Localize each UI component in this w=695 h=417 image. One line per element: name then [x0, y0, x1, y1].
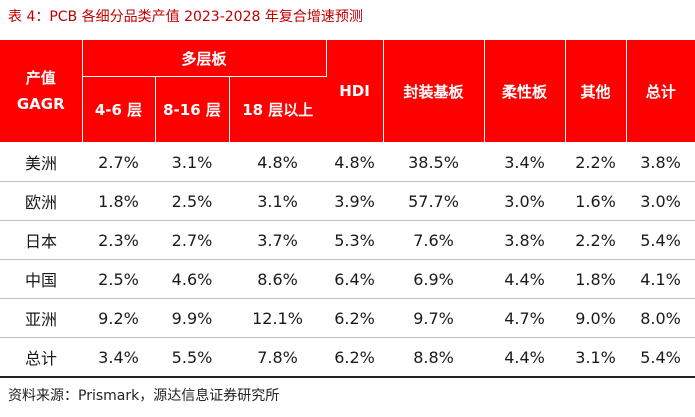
- table-cell: 3.1%: [155, 142, 229, 182]
- table-cell: 3.4%: [484, 142, 566, 182]
- table-cell: 8.6%: [229, 259, 327, 299]
- table-row: 亚洲 9.2% 9.9% 12.1% 6.2% 9.7% 4.7% 9.0% 8.0%: [0, 298, 695, 338]
- table-cell: 2.2%: [565, 220, 627, 260]
- table-cell: 38.5%: [383, 142, 485, 182]
- table-cell: 5.4%: [626, 337, 695, 378]
- row-label: 日本: [0, 220, 82, 260]
- table-cell: 12.1%: [229, 298, 327, 338]
- table-cell: 4.6%: [155, 259, 229, 299]
- table-cell: 9.7%: [383, 298, 485, 338]
- table-row: 总计 3.4% 5.5% 7.8% 6.2% 8.8% 4.4% 3.1% 5.4%: [0, 337, 695, 378]
- corner-header: 产值 GAGR: [0, 40, 83, 143]
- table-cell: 3.8%: [626, 142, 695, 182]
- table-cell: 3.0%: [484, 181, 566, 221]
- row-label: 亚洲: [0, 298, 82, 338]
- table-cell: 7.8%: [229, 337, 327, 378]
- table-cell: 2.7%: [155, 220, 229, 260]
- table-cell: 6.2%: [326, 337, 384, 378]
- table-cell: 1.8%: [82, 181, 155, 221]
- table-cell: 1.6%: [565, 181, 627, 221]
- table-cell: 6.4%: [326, 259, 384, 299]
- table-title: 表 4：PCB 各细分品类产值 2023-2028 年复合增速预测: [8, 9, 363, 25]
- table-cell: 4.4%: [484, 259, 566, 299]
- table-cell: 2.5%: [82, 259, 155, 299]
- table-cell: 3.8%: [484, 220, 566, 260]
- table-cell: 8.8%: [383, 337, 485, 378]
- source-note: 资料来源：Prismark，源达信息证券研究所: [8, 388, 280, 404]
- row-label: 中国: [0, 259, 82, 299]
- col-header-hdi: HDI: [326, 40, 384, 143]
- table-cell: 9.9%: [155, 298, 229, 338]
- table-cell: 6.9%: [383, 259, 485, 299]
- table-cell: 4.4%: [484, 337, 566, 378]
- sub-header-4-6: 4-6 层: [82, 76, 156, 143]
- sub-header-8-16: 8-16 层: [155, 76, 230, 143]
- col-header-total: 总计: [626, 40, 695, 143]
- table-cell: 5.5%: [155, 337, 229, 378]
- table-cell: 5.3%: [326, 220, 384, 260]
- table-cell: 3.7%: [229, 220, 327, 260]
- table-cell: 8.0%: [626, 298, 695, 338]
- multilayer-group-header: 多层板: [82, 40, 327, 77]
- table-cell: 3.0%: [626, 181, 695, 221]
- table-cell: 9.0%: [565, 298, 627, 338]
- col-header-flex: 柔性板: [484, 40, 566, 143]
- table-row: 美洲 2.7% 3.1% 4.8% 4.8% 38.5% 3.4% 2.2% 3.8%: [0, 142, 695, 182]
- table-cell: 6.2%: [326, 298, 384, 338]
- table-cell: 4.1%: [626, 259, 695, 299]
- cagr-table: 产值 GAGR 多层板 HDI 封装基板 柔性板 其他 总计 4-6 层 8-1…: [0, 40, 695, 378]
- table-row: 欧洲 1.8% 2.5% 3.1% 3.9% 57.7% 3.0% 1.6% 3.0%: [0, 181, 695, 221]
- table-cell: 5.4%: [626, 220, 695, 260]
- table-cell: 2.2%: [565, 142, 627, 182]
- table-cell: 4.8%: [229, 142, 327, 182]
- table-cell: 2.5%: [155, 181, 229, 221]
- table-cell: 2.7%: [82, 142, 155, 182]
- table-cell: 3.1%: [229, 181, 327, 221]
- table-cell: 2.3%: [82, 220, 155, 260]
- row-label: 总计: [0, 337, 82, 378]
- col-header-other: 其他: [565, 40, 627, 143]
- table-cell: 3.9%: [326, 181, 384, 221]
- table-cell: 1.8%: [565, 259, 627, 299]
- table-row: 中国 2.5% 4.6% 8.6% 6.4% 6.9% 4.4% 1.8% 4.1%: [0, 259, 695, 299]
- table-cell: 3.1%: [565, 337, 627, 378]
- table-cell: 57.7%: [383, 181, 485, 221]
- table-cell: 9.2%: [82, 298, 155, 338]
- row-label: 欧洲: [0, 181, 82, 221]
- sub-header-18plus: 18 层以上: [229, 76, 327, 143]
- table-cell: 4.7%: [484, 298, 566, 338]
- table-row: 日本 2.3% 2.7% 3.7% 5.3% 7.6% 3.8% 2.2% 5.4%: [0, 220, 695, 260]
- table-cell: 3.4%: [82, 337, 155, 378]
- table-cell: 7.6%: [383, 220, 485, 260]
- table-cell: 4.8%: [326, 142, 384, 182]
- col-header-substrate: 封装基板: [383, 40, 485, 143]
- row-label: 美洲: [0, 142, 82, 182]
